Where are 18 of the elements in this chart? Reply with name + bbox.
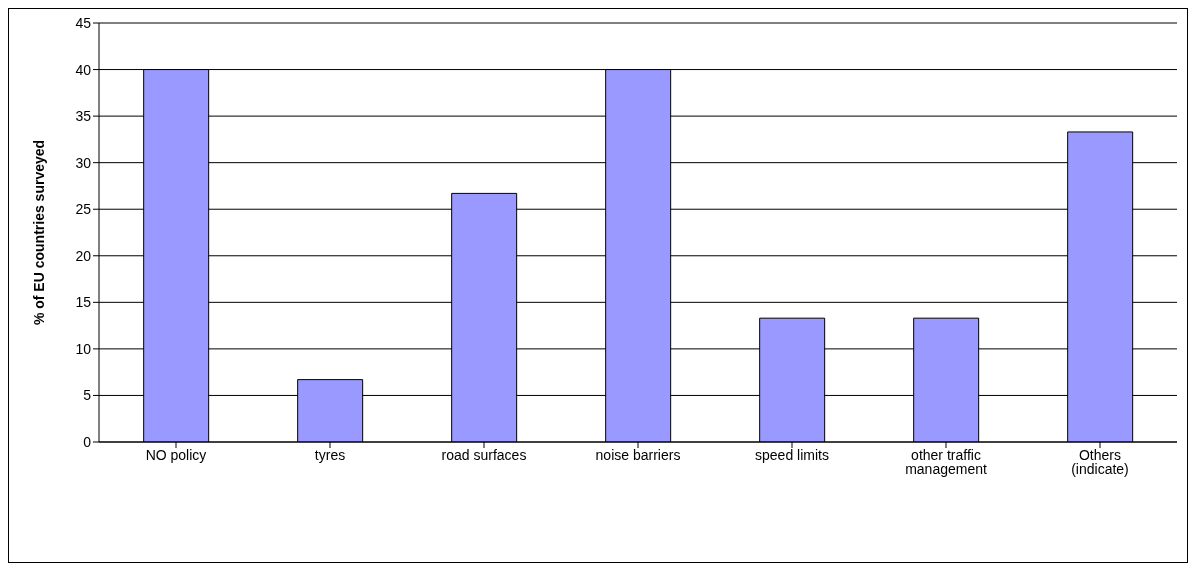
- y-tick-label: 5: [83, 387, 92, 404]
- x-tick-label: speed limits: [755, 446, 829, 463]
- y-tick-label: 40: [75, 61, 92, 78]
- x-tick-label: road surfaces: [441, 446, 527, 463]
- y-tick-label: 30: [75, 154, 92, 171]
- y-tick-label: 25: [75, 201, 92, 218]
- y-tick-label: 15: [75, 294, 92, 311]
- y-tick-label: 35: [75, 108, 92, 125]
- y-tick-label: 10: [75, 340, 92, 357]
- x-tick-label: noise barriers: [595, 446, 681, 463]
- x-tick-label: Others (indicate): [1071, 446, 1129, 477]
- y-axis-title: % of EU countries surveyed: [30, 139, 47, 326]
- x-tick-label: other traffic management: [905, 446, 987, 477]
- x-tick-label: tyres: [314, 446, 346, 463]
- x-tick-label: NO policy: [145, 446, 207, 463]
- y-tick-label: 0: [83, 433, 92, 450]
- y-tick-label: 20: [75, 247, 92, 264]
- y-tick-label: 45: [75, 14, 92, 31]
